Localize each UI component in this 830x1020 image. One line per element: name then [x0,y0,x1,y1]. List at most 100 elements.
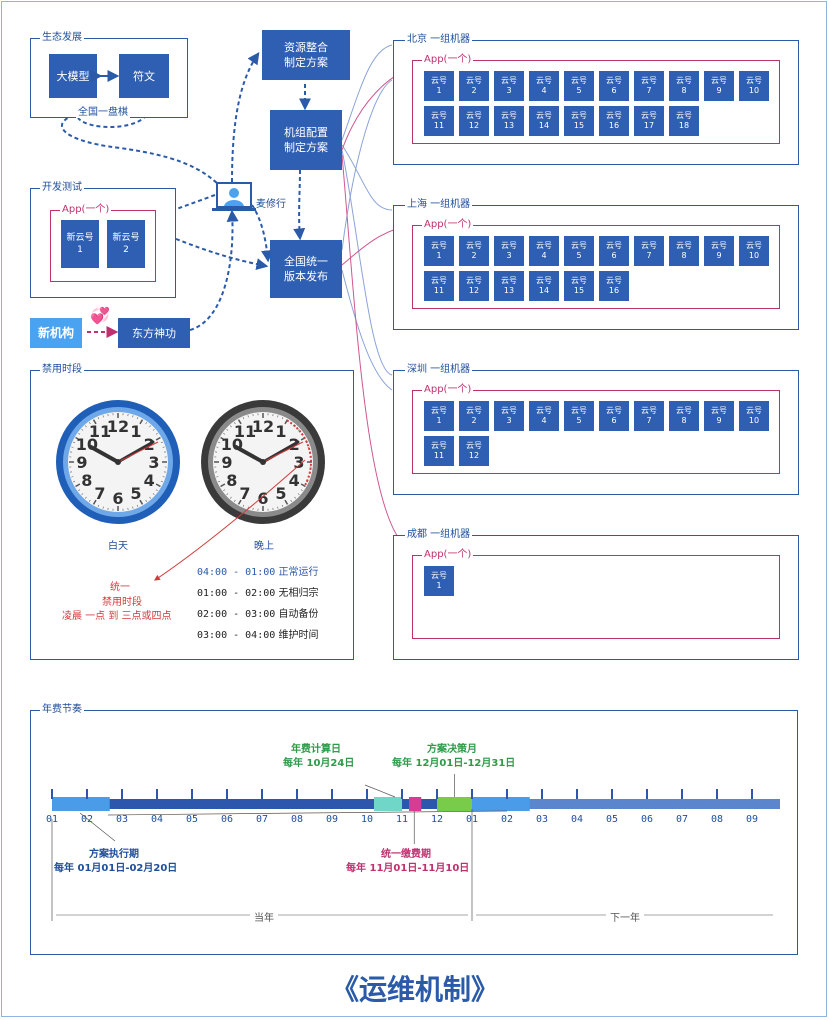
cloud-cell[interactable]: 云号 3 [494,71,524,101]
day-clock-tick [92,499,97,505]
cloud-cell-prefix: 云号 [606,111,622,120]
exec-pointer-top [107,810,508,816]
cloud-cell[interactable]: 云号 2 [459,401,489,431]
cloud-cell[interactable]: 云号 16 [599,271,629,301]
cloud-cell[interactable]: 云号 6 [599,401,629,431]
cloud-cell[interactable]: 云号 13 [494,106,524,136]
night-clock-tick [281,417,284,420]
link-sz [341,149,393,376]
day-clock-tick [152,493,155,496]
cloud-cell-prefix: 云号 [431,406,447,415]
cloud-cell[interactable]: 云号 9 [704,236,734,266]
cloud-cell[interactable]: 云号 4 [529,71,559,101]
cloud-cell[interactable]: 云号 3 [494,401,524,431]
schedule-time: 04:00 - 01:00 [197,567,276,578]
cloud-cell[interactable]: 云号 17 [634,106,664,136]
cloud-cell[interactable]: 云号 7 [634,236,664,266]
night-clock-number: 12 [252,417,274,436]
cloud-cell[interactable]: 云号 2 [459,236,489,266]
cloud-cell-prefix: 云号 [606,406,622,415]
cloud-cell-prefix: 云号 [431,571,447,580]
cloud-cell[interactable]: 云号 18 [669,106,699,136]
cloud-cell[interactable]: 云号 1 [424,566,454,596]
new-org-box[interactable]: 新机构 [30,318,82,348]
cloud-cell-number: 3 [506,86,512,95]
cloud-cell[interactable]: 云号 1 [424,71,454,101]
new-cloud-1[interactable]: 新云号 1 [61,220,99,268]
cloud-cell-prefix: 云号 [711,76,727,85]
cloud-cell[interactable]: 云号 4 [529,236,559,266]
cloud-cell[interactable]: 云号 11 [424,271,454,301]
new-cloud-2[interactable]: 新云号 2 [107,220,145,268]
month-label: 10 [361,814,373,825]
city-title: 上海 一组机器 [405,199,473,211]
cloud-cell[interactable]: 云号 5 [564,71,594,101]
cloud-cell[interactable]: 云号 14 [529,271,559,301]
night-clock-number: 6 [257,489,268,508]
cloud-cell-number: 13 [503,121,515,130]
cloud-cell-number: 1 [436,86,442,95]
exec-title: 方案执行期 [89,849,139,860]
cloud-cell[interactable]: 云号 15 [564,271,594,301]
cloud-cell-number: 10 [748,416,760,425]
cloud-cell[interactable]: 云号 6 [599,236,629,266]
day-clock-tick [73,441,76,444]
cloud-cell-prefix: 云号 [606,276,622,285]
cloud-cell-number: 7 [646,251,652,260]
night-clock-tick [300,483,306,488]
cloud-cell[interactable]: 云号 1 [424,236,454,266]
cloud-cell[interactable]: 云号 1 [424,401,454,431]
month-label: 11 [396,814,408,825]
cloud-cell[interactable]: 云号 3 [494,236,524,266]
cloud-cell[interactable]: 云号 5 [564,236,594,266]
cloud-cell[interactable]: 云号 14 [529,106,559,136]
cloud-cell-prefix: 云号 [466,406,482,415]
cloud-cell[interactable]: 云号 11 [424,436,454,466]
cloud-cell[interactable]: 云号 8 [669,71,699,101]
day-clock-hour-hand [89,445,120,464]
cloud-cell-prefix: 云号 [501,241,517,250]
cloud-cell[interactable]: 云号 12 [459,436,489,466]
resource-plan-box[interactable]: 资源整合 制定方案 [262,30,350,80]
cloud-cell-number: 1 [436,251,442,260]
cloud-cell[interactable]: 云号 5 [564,401,594,431]
cloud-cell[interactable]: 云号 12 [459,106,489,136]
cloud-cell[interactable]: 云号 16 [599,106,629,136]
cloud-cell[interactable]: 云号 10 [739,401,769,431]
cloud-cell[interactable]: 云号 9 [704,71,734,101]
month-label: 06 [641,814,653,825]
rune-box[interactable]: 符文 [119,54,169,98]
month-label: 04 [151,814,163,825]
day-clock-tick [139,419,144,425]
cloud-cell[interactable]: 云号 2 [459,71,489,101]
release-box[interactable]: 全国统一 版本发布 [270,240,342,298]
machine-plan-box[interactable]: 机组配置 制定方案 [270,110,342,170]
cloud-cell-prefix: 云号 [466,76,482,85]
cloud-cell[interactable]: 云号 7 [634,401,664,431]
day-clock-tick [155,436,161,441]
cloud-cell[interactable]: 云号 15 [564,106,594,136]
cloud-cell[interactable]: 云号 11 [424,106,454,136]
schedule-desc: 维护时间 [275,630,319,641]
cloud-cell[interactable]: 云号 12 [459,271,489,301]
cloud-cell[interactable]: 云号 8 [669,236,699,266]
cloud-cell[interactable]: 云号 8 [669,401,699,431]
cloud-cell-prefix: 云号 [536,276,552,285]
day-clock-tick [145,499,148,502]
schedule-time: 01:00 - 02:00 [197,588,276,599]
cloud-cell[interactable]: 云号 7 [634,71,664,101]
cloud-cell[interactable]: 云号 6 [599,71,629,101]
day-clock-tick [81,493,84,496]
cloud-cell[interactable]: 云号 10 [739,71,769,101]
cloud-cell[interactable]: 云号 13 [494,271,524,301]
cloud-cell[interactable]: 云号 9 [704,401,734,431]
cloud-cell[interactable]: 云号 10 [739,236,769,266]
month-label: 06 [221,814,233,825]
night-clock-tick [216,446,219,448]
city-app-title: App(一个) [422,54,474,66]
month-label: 03 [536,814,548,825]
dongfang-box[interactable]: 东方神功 [118,318,190,348]
city-app-title: App(一个) [422,219,474,231]
large-model-box[interactable]: 大模型 [49,54,97,98]
cloud-cell[interactable]: 云号 4 [529,401,559,431]
